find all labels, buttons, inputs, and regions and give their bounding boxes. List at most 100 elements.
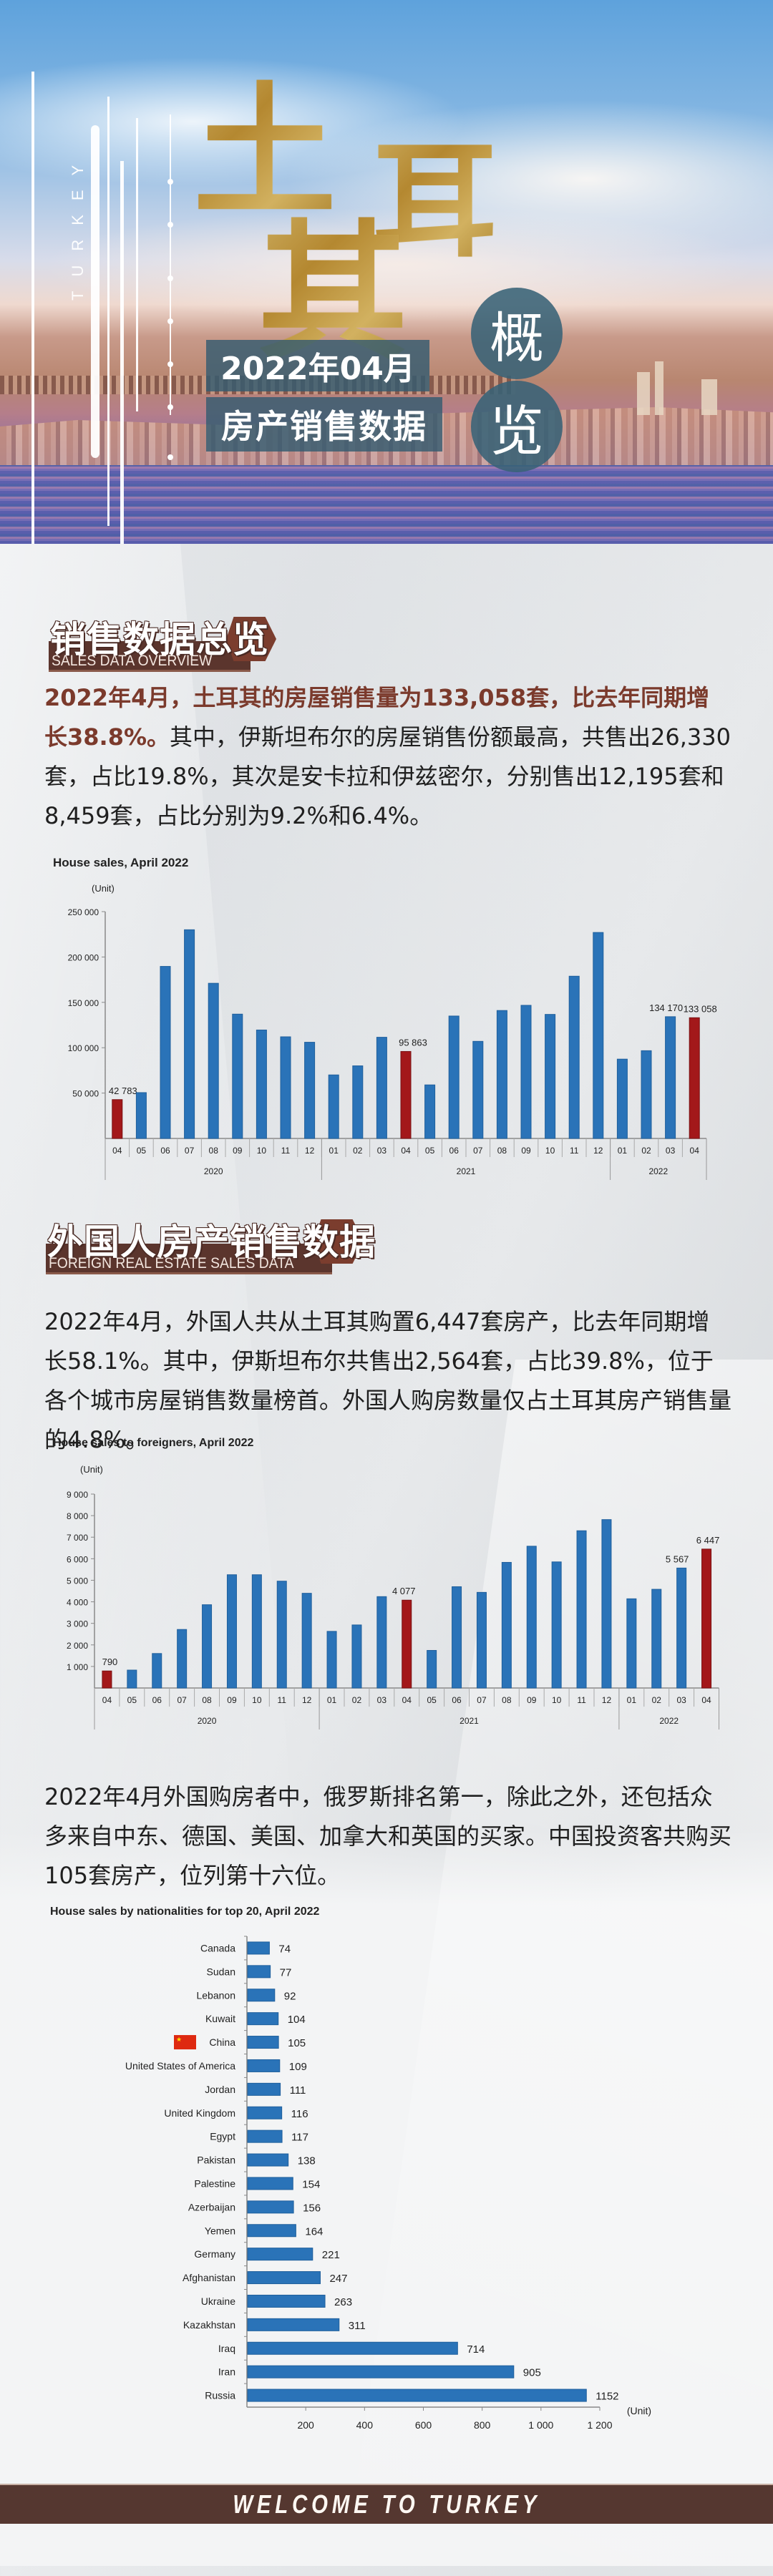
bar: [301, 1593, 312, 1689]
category-label: Lebanon: [196, 1989, 235, 2001]
data-label: 164: [305, 2225, 323, 2238]
bar: [247, 1965, 271, 1979]
x-unit-label: (Unit): [627, 2405, 651, 2416]
x-tick-label: 04: [690, 1146, 700, 1156]
decor-dot: [167, 454, 173, 460]
decor-line: [120, 161, 124, 544]
data-label: 263: [334, 2296, 352, 2308]
data-label: 905: [523, 2367, 541, 2379]
category-label: Afghanistan: [183, 2272, 235, 2283]
hero-date: 2022年04月: [206, 340, 429, 391]
x-tick-label: 09: [233, 1146, 243, 1156]
category-label: Canada: [200, 1942, 235, 1953]
x-tick-label: 1 000: [528, 2419, 553, 2431]
hero-banner: TURKEY 土 耳 其 2022年04月 房产销售数据 概 览: [0, 0, 773, 544]
bar: [551, 1561, 562, 1689]
bar: [280, 1036, 291, 1139]
house-sales-chart: House sales, April 2022 (Unit) 50 000 100…: [0, 844, 773, 1180]
foreign-sales-chart: House sales to foreigners, April 2022 (U…: [0, 1424, 773, 1729]
y-tick-label: 6 000: [67, 1554, 88, 1564]
bar: [376, 1596, 387, 1689]
bar: [247, 2341, 458, 2355]
x-tick-label: 05: [425, 1146, 435, 1156]
x-tick-label: 09: [227, 1695, 237, 1705]
category-label: China: [209, 2036, 235, 2048]
bar: [127, 1669, 137, 1689]
bar: [226, 1574, 237, 1689]
x-tick-label: 10: [257, 1146, 267, 1156]
decor-dot: [167, 179, 173, 185]
data-label: 77: [280, 1966, 292, 1979]
data-label: 6 447: [696, 1535, 720, 1546]
decor-line: [91, 125, 99, 458]
bar: [247, 2106, 283, 2119]
data-label: 5 567: [666, 1553, 689, 1564]
chart-plot: 50 000 100 000 150 000 200 000 250 000 04 42 7…: [68, 907, 717, 1180]
bar: [247, 2059, 281, 2072]
decor-dot: [167, 318, 173, 324]
bar: [701, 1548, 712, 1689]
year-label: 2020: [204, 1166, 223, 1176]
x-tick-label: 07: [477, 1695, 487, 1705]
y-tick-label: 150 000: [68, 998, 99, 1008]
chart-plot: 1 000 2 000 3 000 4 000 5 000 6 000 7 000 8 000…: [67, 1490, 720, 1729]
bar: [160, 966, 171, 1139]
overview-circle: 概: [471, 288, 563, 379]
sales-overview-paragraph: 2022年4月，土耳其的房屋销售量为133,058套，比去年同期增长38.8%。…: [44, 678, 731, 836]
bar: [247, 2082, 281, 2096]
category-label: Sudan: [207, 1966, 235, 1977]
y-tick-label: 5 000: [67, 1576, 88, 1586]
bar: [351, 1624, 362, 1689]
data-label: 247: [329, 2273, 347, 2285]
category-label: Kazakhstan: [183, 2319, 235, 2331]
bar: [402, 1599, 412, 1689]
bar: [152, 1653, 162, 1689]
chart-unit: (Unit): [80, 1464, 103, 1475]
data-label: 109: [289, 2061, 307, 2073]
data-label: 1152: [595, 2391, 618, 2403]
x-tick-label: 06: [160, 1146, 170, 1156]
bar: [568, 975, 580, 1139]
footer-banner: WELCOME TO TURKEY: [0, 2484, 773, 2524]
bar: [352, 1065, 364, 1139]
bar: [651, 1589, 662, 1689]
tower: [701, 379, 717, 415]
bar: [247, 2200, 294, 2214]
bar: [424, 1084, 436, 1139]
x-tick-label: 08: [209, 1146, 219, 1156]
decor-dot: [167, 275, 173, 281]
bar: [601, 1519, 612, 1689]
header-hexagon: [226, 617, 276, 661]
bar: [626, 1598, 637, 1689]
data-label: 714: [467, 2343, 485, 2356]
data-label: 74: [278, 1943, 291, 1955]
x-tick-label: 03: [676, 1695, 686, 1705]
x-tick-label: 08: [502, 1695, 512, 1705]
bar: [326, 1631, 337, 1689]
decor-line: [31, 72, 34, 544]
highlight-text: 2022年4月，土耳其的房屋销售量为133,058套，比去年同期增长38.8%。: [44, 684, 710, 751]
x-tick-label: 10: [252, 1695, 262, 1705]
category-label: Yemen: [205, 2225, 235, 2236]
x-tick-label: 01: [327, 1695, 337, 1705]
data-label: 105: [288, 2037, 306, 2049]
x-tick-label: 01: [329, 1146, 339, 1156]
x-tick-label: 400: [356, 2419, 374, 2431]
x-tick-label: 10: [545, 1146, 555, 1156]
x-tick-label: 12: [593, 1146, 603, 1156]
nationalities-paragraph: 2022年4月外国购房者中，俄罗斯排名第一，除此之外，还包括众多来自中东、德国、…: [44, 1783, 732, 1889]
y-tick-label: 1 000: [67, 1662, 88, 1672]
decor-line: [170, 114, 171, 415]
x-tick-label: 05: [127, 1695, 137, 1705]
header-bar: [49, 641, 251, 670]
chart-title: House sales, April 2022: [53, 856, 189, 869]
category-label: Azerbaijan: [188, 2201, 235, 2212]
bar: [689, 1017, 700, 1139]
bar: [232, 1013, 243, 1139]
year-label: 2021: [460, 1716, 479, 1726]
y-tick-label: 250 000: [68, 907, 99, 917]
year-label: 2020: [198, 1716, 217, 1726]
foreign-sales-paragraph: 2022年4月，外国人共从土耳其购置6,447套房产，比去年同期增长58.1%。…: [44, 1308, 732, 1453]
bar: [545, 1014, 556, 1139]
category-label: Egypt: [210, 2131, 235, 2142]
